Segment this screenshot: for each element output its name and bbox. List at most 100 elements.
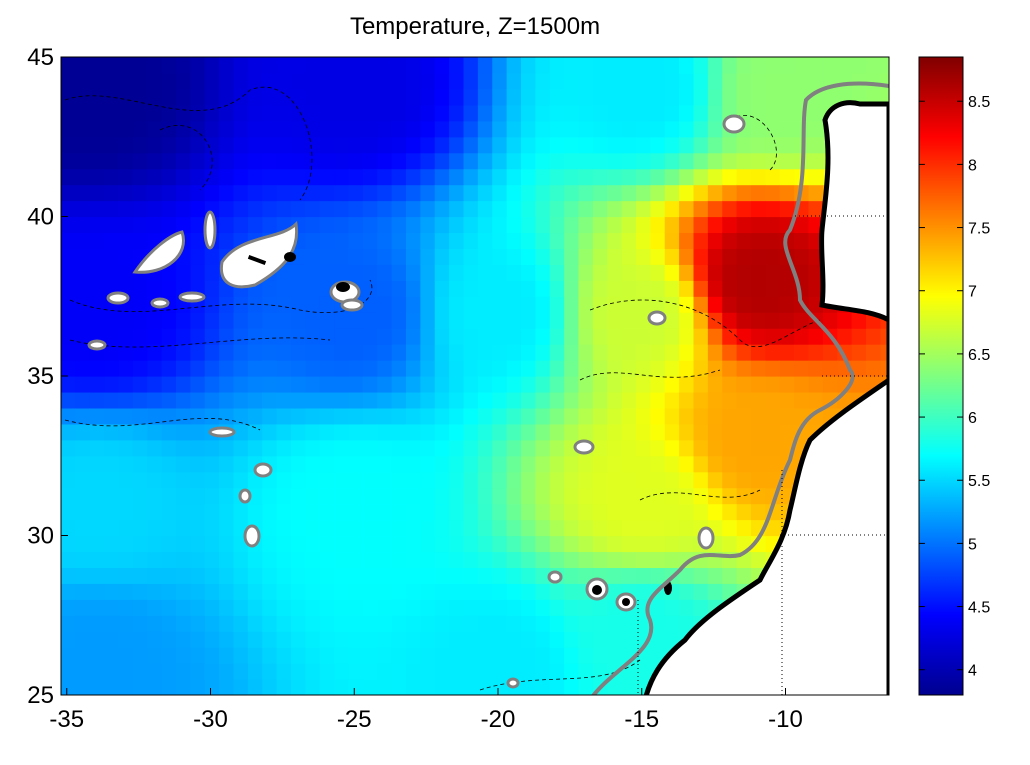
heat-cell xyxy=(291,583,306,600)
heat-cell xyxy=(219,104,235,122)
heat-cell xyxy=(808,104,824,122)
heat-cell xyxy=(334,216,350,234)
heat-cell xyxy=(348,407,364,425)
heat-cell xyxy=(664,216,680,234)
heat-cell xyxy=(348,599,364,616)
heat-cell xyxy=(132,152,148,170)
heat-cell xyxy=(636,104,651,122)
heat-cell xyxy=(204,360,220,377)
heat-cell xyxy=(89,439,105,457)
heat-cell xyxy=(420,376,436,393)
heat-cell xyxy=(808,344,824,361)
heat-cell xyxy=(463,631,479,648)
heat-cell xyxy=(391,104,407,122)
heat-cell xyxy=(477,599,493,616)
heat-cell xyxy=(535,535,551,553)
heat-cell xyxy=(449,296,465,313)
heat-cell xyxy=(607,487,623,505)
heat-cell xyxy=(866,360,881,377)
heat-cell xyxy=(492,136,508,154)
heat-cell xyxy=(664,136,680,154)
heat-cell xyxy=(650,264,666,281)
heat-cell xyxy=(89,631,105,648)
heat-cell xyxy=(161,455,177,473)
heat-cell xyxy=(621,104,637,122)
heat-cell xyxy=(463,583,479,600)
heat-cell xyxy=(319,423,335,441)
heat-cell xyxy=(118,455,134,473)
heat-cell xyxy=(420,152,436,170)
heat-cell xyxy=(679,583,695,600)
heat-cell xyxy=(104,615,120,632)
heat-cell xyxy=(564,104,580,122)
heat-cell xyxy=(521,455,536,473)
heat-cell xyxy=(664,376,680,393)
heat-cell xyxy=(535,120,551,138)
heat-cell xyxy=(607,503,623,521)
heat-cell xyxy=(607,296,623,313)
heat-cell xyxy=(449,200,465,218)
heat-cell xyxy=(362,72,378,90)
heat-cell xyxy=(176,184,191,202)
heat-cell xyxy=(75,551,91,568)
heat-cell xyxy=(362,407,378,425)
heat-cell xyxy=(377,663,393,680)
heat-cell xyxy=(664,296,680,313)
heat-cell xyxy=(190,391,206,409)
heat-cell xyxy=(521,296,536,313)
heat-cell xyxy=(751,200,766,218)
heat-cell xyxy=(434,200,450,218)
heat-cell xyxy=(132,567,148,584)
heat-cell xyxy=(535,88,551,106)
heat-cell xyxy=(362,439,378,457)
heat-cell xyxy=(247,503,263,521)
heat-cell xyxy=(636,567,651,584)
heat-cell xyxy=(147,679,163,695)
heat-cell xyxy=(61,88,76,106)
heat-cell xyxy=(104,57,120,74)
heat-cell xyxy=(219,88,235,106)
heat-cell xyxy=(607,232,623,249)
heat-cell xyxy=(449,168,465,186)
heat-cell xyxy=(377,583,393,600)
heat-cell xyxy=(190,647,206,664)
heat-cell xyxy=(132,615,148,632)
heat-cell xyxy=(89,136,105,154)
heat-cell xyxy=(89,184,105,202)
heat-cell xyxy=(334,344,350,361)
heat-cell xyxy=(362,679,378,695)
heat-cell xyxy=(664,88,680,106)
heat-cell xyxy=(434,376,450,393)
heat-cell xyxy=(794,344,810,361)
heat-cell xyxy=(161,216,177,234)
heat-cell xyxy=(190,328,206,345)
heat-cell xyxy=(132,328,148,345)
heat-cell xyxy=(247,615,263,632)
heat-cell xyxy=(89,200,105,218)
heat-cell xyxy=(348,615,364,632)
heat-cell xyxy=(391,407,407,425)
heat-cell xyxy=(535,423,551,441)
heat-cell xyxy=(147,663,163,680)
heat-cell xyxy=(521,104,536,122)
heat-cell xyxy=(549,471,565,489)
heat-cell xyxy=(794,328,810,345)
heat-cell xyxy=(449,407,465,425)
heat-cell xyxy=(190,136,206,154)
heat-cell xyxy=(751,360,766,377)
heat-cell xyxy=(276,631,292,648)
heat-cell xyxy=(592,152,608,170)
heat-cell xyxy=(161,391,177,409)
heat-cell xyxy=(377,631,393,648)
heat-cell xyxy=(262,567,278,584)
heat-cell xyxy=(190,264,206,281)
heat-cell xyxy=(521,519,536,537)
heat-cell xyxy=(751,503,766,521)
heat-cell xyxy=(348,519,364,537)
heat-cell xyxy=(75,487,91,505)
heat-cell xyxy=(319,407,335,425)
heat-cell xyxy=(837,328,853,345)
heat-cell xyxy=(506,120,522,138)
heat-cell xyxy=(535,57,551,74)
y-tick-label: 25 xyxy=(27,682,54,709)
